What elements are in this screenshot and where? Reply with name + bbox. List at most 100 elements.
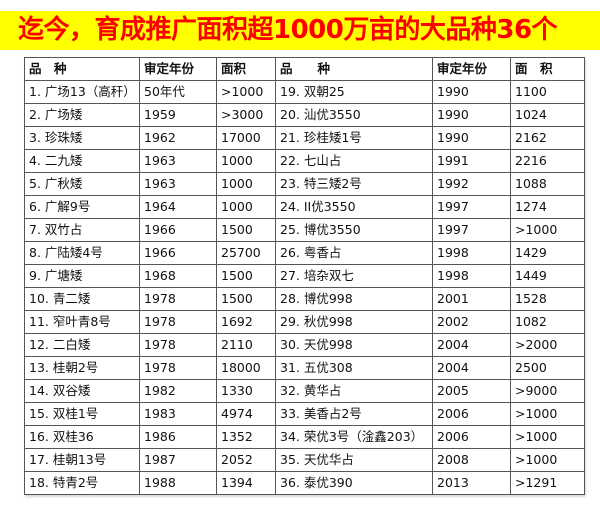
right-area-cell: >9000 [510, 379, 585, 403]
right-variety-cell: 34. 荣优3号（淦鑫203） [275, 425, 433, 449]
right-variety-cell: 31. 五优308 [275, 356, 433, 380]
left-area-cell: 2110 [216, 333, 276, 357]
right-year-cell: 1997 [432, 195, 511, 219]
right-area-cell: >1291 [510, 471, 585, 495]
left-year-cell: 1966 [139, 241, 217, 265]
table-row: 15. 双桂1号 1983 4974 33. 美香占2号 2006 >1000 [24, 402, 585, 426]
left-area-cell: 25700 [216, 241, 276, 265]
table-row: 9. 广塘矮 1968 1500 27. 培杂双七 1998 1449 [24, 264, 585, 288]
left-variety-cell: 3. 珍珠矮 [24, 126, 140, 150]
left-area-cell: >3000 [216, 103, 276, 127]
left-area-cell: >1000 [216, 80, 276, 104]
right-area-cell: 1024 [510, 103, 585, 127]
header-area-right: 面 积 [510, 57, 585, 81]
left-variety-cell: 15. 双桂1号 [24, 402, 140, 426]
right-variety-cell: 26. 粤香占 [275, 241, 433, 265]
right-year-cell: 2002 [432, 310, 511, 334]
table-row: 8. 广陆矮4号 1966 25700 26. 粤香占 1998 1429 [24, 241, 585, 265]
left-variety-cell: 1. 广场13（高秆） [24, 80, 140, 104]
right-variety-cell: 30. 天优998 [275, 333, 433, 357]
left-area-cell: 1000 [216, 149, 276, 173]
left-year-cell: 1964 [139, 195, 217, 219]
left-area-cell: 1500 [216, 218, 276, 242]
table-row: 18. 特青2号 1988 1394 36. 泰优390 2013 >1291 [24, 471, 585, 495]
right-year-cell: 1990 [432, 126, 511, 150]
left-year-cell: 1966 [139, 218, 217, 242]
right-area-cell: >1000 [510, 425, 585, 449]
right-area-cell: 2162 [510, 126, 585, 150]
right-variety-cell: 21. 珍桂矮1号 [275, 126, 433, 150]
right-year-cell: 2001 [432, 287, 511, 311]
left-variety-cell: 7. 双竹占 [24, 218, 140, 242]
left-variety-cell: 10. 青二矮 [24, 287, 140, 311]
left-year-cell: 1959 [139, 103, 217, 127]
left-variety-cell: 5. 广秋矮 [24, 172, 140, 196]
right-year-cell: 2006 [432, 402, 511, 426]
table-row: 3. 珍珠矮 1962 17000 21. 珍桂矮1号 1990 2162 [24, 126, 585, 150]
right-area-cell: >1000 [510, 448, 585, 472]
left-year-cell: 50年代 [139, 80, 217, 104]
right-variety-cell: 32. 黄华占 [275, 379, 433, 403]
header-year-left: 审定年份 [139, 57, 217, 81]
right-year-cell: 2013 [432, 471, 511, 495]
left-area-cell: 17000 [216, 126, 276, 150]
right-variety-cell: 25. 博优3550 [275, 218, 433, 242]
right-variety-cell: 19. 双朝25 [275, 80, 433, 104]
right-variety-cell: 27. 培杂双七 [275, 264, 433, 288]
table-row: 16. 双桂36 1986 1352 34. 荣优3号（淦鑫203） 2006 >1000 [24, 425, 585, 449]
left-year-cell: 1963 [139, 149, 217, 173]
table-row: 11. 窄叶青8号 1978 1692 29. 秋优998 2002 1082 [24, 310, 585, 334]
left-year-cell: 1983 [139, 402, 217, 426]
table-row: 2. 广场矮 1959 >3000 20. 汕优3550 1990 1024 [24, 103, 585, 127]
left-area-cell: 1692 [216, 310, 276, 334]
left-year-cell: 1988 [139, 471, 217, 495]
right-area-cell: 1449 [510, 264, 585, 288]
table-row: 6. 广解9号 1964 1000 24. II优3550 1997 1274 [24, 195, 585, 219]
left-year-cell: 1968 [139, 264, 217, 288]
header-variety-left: 品 种 [24, 57, 140, 81]
left-year-cell: 1982 [139, 379, 217, 403]
header-year-right: 审定年份 [432, 57, 511, 81]
right-variety-cell: 23. 特三矮2号 [275, 172, 433, 196]
right-area-cell: 2500 [510, 356, 585, 380]
table-row: 7. 双竹占 1966 1500 25. 博优3550 1997 >1000 [24, 218, 585, 242]
right-year-cell: 2008 [432, 448, 511, 472]
left-area-cell: 18000 [216, 356, 276, 380]
table-row: 10. 青二矮 1978 1500 28. 博优998 2001 1528 [24, 287, 585, 311]
left-area-cell: 1352 [216, 425, 276, 449]
right-variety-cell: 20. 汕优3550 [275, 103, 433, 127]
right-area-cell: 1082 [510, 310, 585, 334]
header-row: 品 种 审定年份 面积 品 种 审定年份 面 积 [24, 57, 585, 81]
right-year-cell: 2004 [432, 356, 511, 380]
left-area-cell: 1000 [216, 195, 276, 219]
table-row: 17. 桂朝13号 1987 2052 35. 天优华占 2008 >1000 [24, 448, 585, 472]
left-area-cell: 1500 [216, 287, 276, 311]
left-year-cell: 1978 [139, 333, 217, 357]
left-variety-cell: 4. 二九矮 [24, 149, 140, 173]
left-year-cell: 1978 [139, 310, 217, 334]
right-area-cell: >1000 [510, 402, 585, 426]
left-variety-cell: 14. 双谷矮 [24, 379, 140, 403]
left-area-cell: 2052 [216, 448, 276, 472]
left-year-cell: 1963 [139, 172, 217, 196]
right-variety-cell: 33. 美香占2号 [275, 402, 433, 426]
table-row: 13. 桂朝2号 1978 18000 31. 五优308 2004 2500 [24, 356, 585, 380]
right-area-cell: 1429 [510, 241, 585, 265]
right-area-cell: 1088 [510, 172, 585, 196]
right-variety-cell: 28. 博优998 [275, 287, 433, 311]
table-row: 4. 二九矮 1963 1000 22. 七山占 1991 2216 [24, 149, 585, 173]
table-row: 12. 二白矮 1978 2110 30. 天优998 2004 >2000 [24, 333, 585, 357]
left-area-cell: 1394 [216, 471, 276, 495]
left-variety-cell: 12. 二白矮 [24, 333, 140, 357]
right-area-cell: 2216 [510, 149, 585, 173]
left-variety-cell: 16. 双桂36 [24, 425, 140, 449]
right-year-cell: 2004 [432, 333, 511, 357]
left-year-cell: 1987 [139, 448, 217, 472]
right-variety-cell: 29. 秋优998 [275, 310, 433, 334]
left-variety-cell: 9. 广塘矮 [24, 264, 140, 288]
page-title: 迄今，育成推广面积超1000万亩的大品种36个 [18, 15, 558, 45]
table-body: 1. 广场13（高秆） 50年代 >1000 19. 双朝25 1990 1100 2. 广… [24, 80, 585, 495]
header-variety-right: 品 种 [275, 57, 433, 81]
left-area-cell: 1330 [216, 379, 276, 403]
right-variety-cell: 36. 泰优390 [275, 471, 433, 495]
